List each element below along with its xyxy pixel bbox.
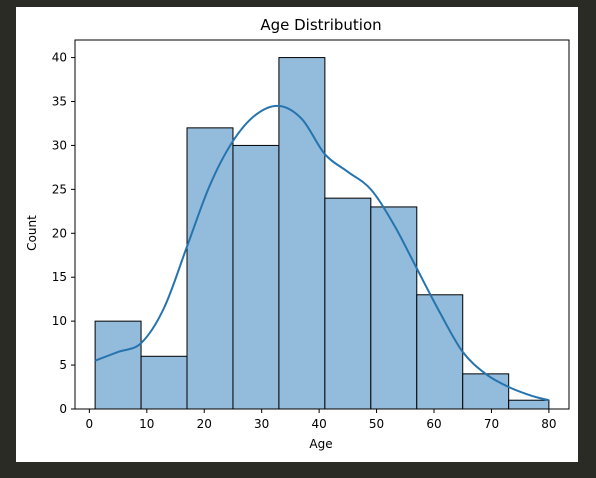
y-tick-label-5: 5: [59, 358, 67, 372]
kde-curve-line: [94, 104, 550, 402]
y-axis-ticks: 0 5 10 15 20 25 30 35 40: [52, 51, 75, 416]
histogram-bar-6: [324, 197, 372, 410]
histogram-bar-4: [232, 144, 280, 410]
x-axis-ticks: 0 10 20 30 40 50 60 70 80: [86, 409, 557, 431]
histogram-bar-9: [462, 373, 510, 410]
x-tick-label-40: 40: [311, 417, 326, 431]
plot-area-frame: [74, 39, 570, 410]
chart-figure: Age Distribution 0 10 20 30 40 50 60 70 80 0 5 10 1…: [16, 7, 578, 462]
histogram-bar-3: [186, 127, 234, 410]
y-tick-label-0: 0: [59, 402, 67, 416]
y-tick-label-30: 30: [52, 138, 67, 152]
y-tick-label-10: 10: [52, 314, 67, 328]
x-axis-label: Age: [309, 437, 332, 451]
histogram-chart: Age Distribution 0 10 20 30 40 50 60 70 80 0 5 10 1…: [25, 16, 570, 451]
histogram-bar-2: [140, 355, 188, 410]
histogram-bar-7: [370, 206, 418, 410]
y-axis-label: Count: [25, 215, 39, 251]
y-tick-label-20: 20: [52, 226, 67, 240]
histogram-bar-1: [94, 320, 142, 410]
histogram-bars: [94, 57, 550, 410]
x-tick-label-50: 50: [369, 417, 384, 431]
histogram-bar-10: [508, 399, 550, 410]
x-tick-label-70: 70: [484, 417, 499, 431]
x-tick-label-10: 10: [139, 417, 154, 431]
y-tick-label-40: 40: [52, 51, 67, 65]
y-tick-label-25: 25: [52, 182, 67, 196]
y-tick-label-35: 35: [52, 95, 67, 109]
y-tick-label-15: 15: [52, 270, 67, 284]
x-tick-label-80: 80: [541, 417, 556, 431]
x-tick-label-30: 30: [254, 417, 269, 431]
x-tick-label-20: 20: [197, 417, 212, 431]
histogram-bar-5: [278, 57, 326, 410]
chart-title: Age Distribution: [260, 16, 381, 34]
x-tick-label-60: 60: [426, 417, 441, 431]
x-tick-label-0: 0: [86, 417, 94, 431]
